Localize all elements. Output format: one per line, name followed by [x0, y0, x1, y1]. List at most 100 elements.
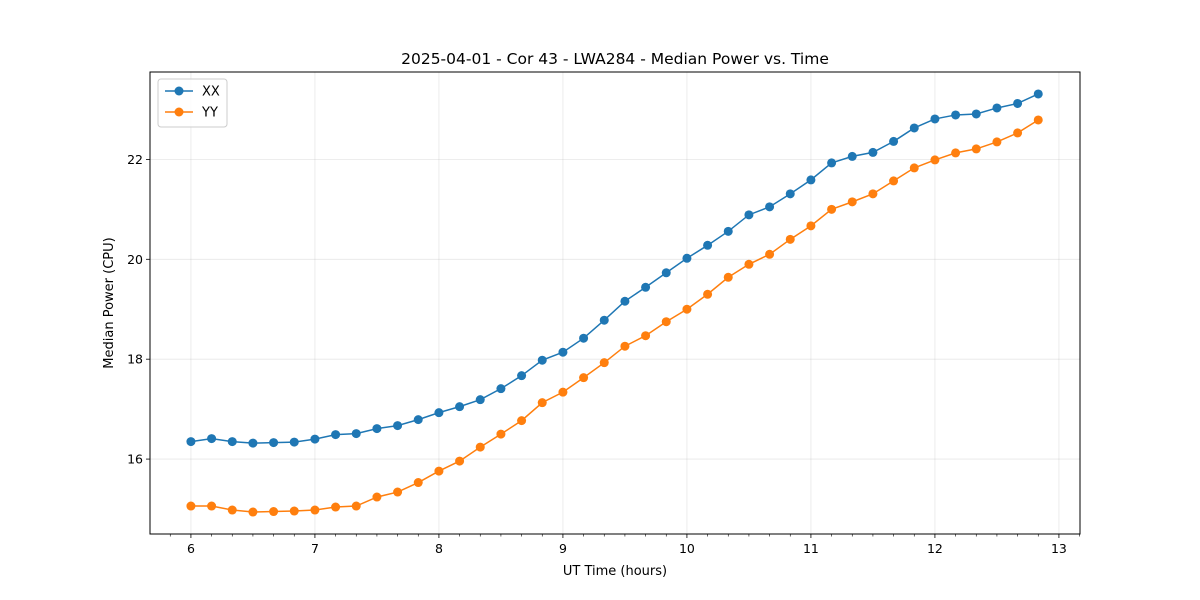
data-point-xx — [765, 202, 775, 212]
data-point-yy — [847, 197, 857, 207]
data-point-xx — [496, 384, 506, 394]
data-point-xx — [579, 333, 589, 343]
data-point-xx — [599, 315, 609, 325]
data-point-yy — [455, 456, 465, 466]
x-tick-label: 7 — [311, 541, 319, 556]
data-point-yy — [310, 505, 320, 515]
x-tick-label: 6 — [187, 541, 195, 556]
data-point-yy — [351, 501, 361, 511]
data-point-yy — [372, 492, 382, 502]
data-point-xx — [310, 434, 320, 444]
data-point-xx — [620, 296, 630, 306]
data-point-xx — [992, 103, 1002, 113]
data-point-xx — [186, 437, 196, 447]
data-point-xx — [682, 253, 692, 263]
data-point-xx — [868, 147, 878, 157]
legend-marker-yy — [174, 107, 184, 117]
legend: XX YY — [157, 78, 228, 128]
data-point-yy — [827, 204, 837, 214]
data-point-yy — [641, 331, 651, 341]
data-point-yy — [537, 398, 547, 408]
data-point-xx — [951, 110, 961, 120]
grid — [150, 72, 1080, 534]
data-point-yy — [1033, 115, 1043, 125]
series-line-xx — [190, 93, 1039, 444]
data-point-yy — [248, 507, 258, 517]
y-tick-label: 18 — [127, 352, 143, 367]
data-point-yy — [186, 501, 196, 511]
data-point-xx — [475, 395, 485, 405]
data-point-yy — [992, 137, 1002, 147]
data-point-xx — [723, 226, 733, 236]
data-point-yy — [558, 387, 568, 397]
legend-label-xx: XX — [202, 85, 220, 100]
data-point-xx — [455, 402, 465, 412]
data-point-yy — [868, 189, 878, 199]
chart-title: 2025-04-01 - Cor 43 - LWA284 - Median Po… — [401, 50, 829, 68]
y-tick-label: 16 — [127, 452, 143, 467]
data-point-xx — [393, 421, 403, 431]
data-point-xx — [971, 109, 981, 119]
y-tick-label: 22 — [127, 152, 143, 167]
data-point-yy — [661, 317, 671, 327]
data-point-yy — [785, 234, 795, 244]
data-point-yy — [393, 487, 403, 497]
data-point-xx — [930, 114, 940, 124]
data-point-xx — [227, 437, 237, 447]
data-point-yy — [682, 304, 692, 314]
data-point-xx — [641, 282, 651, 292]
data-point-yy — [1013, 128, 1023, 138]
data-point-xx — [517, 371, 527, 381]
y-axis-label: Median Power (CPU) — [102, 237, 117, 368]
data-point-yy — [579, 373, 589, 383]
data-point-xx — [785, 189, 795, 199]
y-tick-label: 20 — [127, 252, 143, 267]
data-point-yy — [289, 506, 299, 516]
x-tick-label: 10 — [679, 541, 695, 556]
data-point-xx — [806, 175, 816, 185]
data-point-xx — [269, 438, 279, 448]
data-point-yy — [909, 163, 919, 173]
data-point-xx — [372, 424, 382, 434]
x-tick-label: 11 — [803, 541, 819, 556]
data-point-yy — [269, 507, 279, 517]
data-point-xx — [207, 434, 217, 444]
data-point-yy — [207, 501, 217, 511]
data-point-xx — [331, 430, 341, 440]
data-point-yy — [331, 502, 341, 512]
data-point-yy — [413, 478, 423, 488]
data-point-xx — [1033, 89, 1043, 99]
data-point-yy — [744, 259, 754, 269]
x-tick-label: 13 — [1051, 541, 1067, 556]
data-point-yy — [703, 289, 713, 299]
data-point-xx — [827, 158, 837, 168]
data-point-xx — [744, 210, 754, 220]
data-point-yy — [599, 358, 609, 368]
data-point-yy — [806, 221, 816, 231]
data-point-xx — [248, 438, 258, 448]
series-layer — [186, 89, 1043, 517]
data-point-yy — [496, 429, 506, 439]
data-point-xx — [847, 151, 857, 161]
series-line-yy — [190, 119, 1039, 513]
ticks: 6 7 8 9 10 11 12 13 16 18 20 22 — [127, 152, 1080, 556]
data-point-xx — [1013, 98, 1023, 108]
data-point-xx — [703, 240, 713, 250]
data-point-xx — [537, 355, 547, 365]
data-point-yy — [620, 341, 630, 351]
data-point-yy — [889, 176, 899, 186]
x-tick-label: 8 — [435, 541, 443, 556]
data-point-yy — [517, 416, 527, 426]
data-point-xx — [289, 437, 299, 447]
x-axis-label: UT Time (hours) — [563, 564, 667, 579]
data-point-yy — [765, 249, 775, 259]
data-point-yy — [434, 466, 444, 476]
x-tick-label: 9 — [559, 541, 567, 556]
plot-frame — [149, 71, 1081, 535]
data-point-xx — [909, 123, 919, 133]
data-point-xx — [889, 136, 899, 146]
data-point-yy — [930, 155, 940, 165]
x-tick-label: 12 — [927, 541, 943, 556]
data-point-yy — [951, 148, 961, 158]
